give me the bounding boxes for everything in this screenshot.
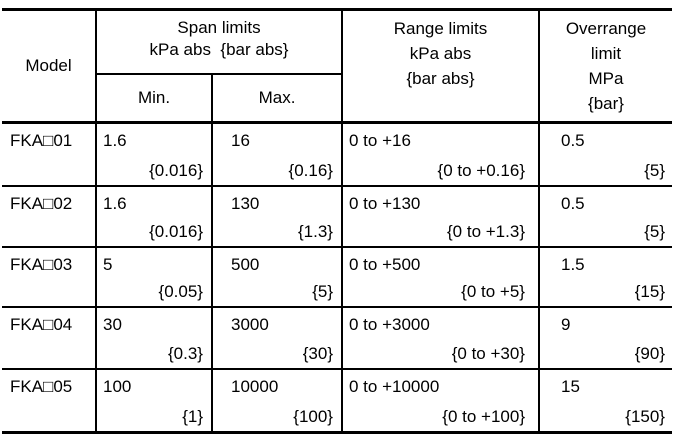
table-row-3-range-cell: 0 to +500 {0 to +5}	[343, 248, 540, 308]
overrange-mpa: 15	[561, 377, 580, 396]
span-min-kpa: 100	[103, 377, 132, 396]
table-row-4-model-cell: FKA□04	[2, 308, 97, 370]
range-kpa: 0 to +3000	[349, 315, 430, 334]
table-row-3-model-cell: FKA□03	[2, 248, 97, 308]
header-overrange-line4: {bar}	[588, 94, 624, 113]
span-max-kpa: 10000	[231, 377, 279, 396]
span-min-kpa: 30	[103, 315, 122, 334]
header-range-limits: Range limits kPa abs {bar abs}	[343, 11, 540, 124]
span-max-bar: {0.16}	[288, 161, 333, 180]
table-row-2-range-cell: 0 to +130 {0 to +1.3}	[343, 187, 540, 248]
range-kpa: 0 to +500	[349, 255, 421, 274]
table-row-2-model-cell: FKA□02	[2, 187, 97, 248]
table-row-4-overrange-cell: 9 {90}	[540, 308, 672, 370]
table-row-1-range-cell: 0 to +16 {0 to +0.16}	[343, 124, 540, 187]
span-max-kpa: 130	[231, 194, 260, 213]
table-row-3-span-max-cell: 500 {5}	[213, 248, 343, 308]
table-row-4-span-max-cell: 3000 {30}	[213, 308, 343, 370]
table-row-5-span-max-cell: 10000 {100}	[213, 370, 343, 431]
model-value: FKA□04	[10, 315, 73, 334]
table-row-4-span-min-cell: 30 {0.3}	[97, 308, 213, 370]
span-min-kpa: 1.6	[103, 131, 127, 150]
header-max-label: Max.	[258, 88, 296, 107]
span-max-kpa: 16	[231, 131, 250, 150]
overrange-bar: {5}	[644, 222, 665, 241]
model-value: FKA□05	[10, 377, 73, 396]
table-row-2-overrange-cell: 0.5 {5}	[540, 187, 672, 248]
overrange-bar: {15}	[634, 282, 665, 301]
table-row-5-model-cell: FKA□05	[2, 370, 97, 431]
span-max-kpa: 3000	[231, 315, 269, 334]
range-bar: {0 to +30}	[451, 344, 525, 363]
table-row-1-overrange-cell: 0.5 {5}	[540, 124, 672, 187]
table-row-2-span-min-cell: 1.6 {0.016}	[97, 187, 213, 248]
range-bar: {0 to +100}	[442, 407, 525, 426]
table-row-1-span-max-cell: 16 {0.16}	[213, 124, 343, 187]
header-span-max: Max.	[213, 75, 343, 124]
span-max-kpa: 500	[231, 255, 260, 274]
table-row-4-range-cell: 0 to +3000 {0 to +30}	[343, 308, 540, 370]
header-overrange-line1: Overrange	[565, 19, 647, 38]
range-bar: {0 to +1.3}	[447, 222, 525, 241]
span-min-kpa: 5	[103, 255, 113, 274]
table-row-1-span-min-cell: 1.6 {0.016}	[97, 124, 213, 187]
table-row-3-overrange-cell: 1.5 {15}	[540, 248, 672, 308]
range-bar: {0 to +0.16}	[437, 161, 525, 180]
overrange-bar: {90}	[634, 344, 665, 363]
header-model: Model	[2, 11, 97, 124]
overrange-mpa: 0.5	[561, 194, 585, 213]
span-min-bar: {0.016}	[149, 222, 203, 241]
overrange-bar: {5}	[644, 161, 665, 180]
span-min-bar: {0.016}	[149, 161, 203, 180]
header-min-label: Min.	[137, 88, 171, 107]
header-overrange-line3: MPa	[588, 69, 624, 88]
span-min-bar: {0.3}	[168, 344, 203, 363]
header-model-label: Model	[25, 56, 72, 75]
range-kpa: 0 to +16	[349, 131, 411, 150]
header-overrange-line2: limit	[590, 44, 622, 63]
span-max-bar: {1.3}	[298, 222, 333, 241]
spec-table: Model Span limits kPa abs {bar abs} Min.…	[2, 8, 672, 434]
range-bar: {0 to +5}	[461, 282, 525, 301]
table-row-5-range-cell: 0 to +10000 {0 to +100}	[343, 370, 540, 431]
range-kpa: 0 to +130	[349, 194, 421, 213]
span-min-kpa: 1.6	[103, 194, 127, 213]
table-row-5-span-min-cell: 100 {1}	[97, 370, 213, 431]
header-range-line3: {bar abs}	[406, 69, 475, 88]
span-min-bar: {1}	[182, 407, 203, 426]
model-value: FKA□03	[10, 255, 73, 274]
header-span-units: kPa abs {bar abs}	[149, 40, 289, 59]
header-span-limits: Span limits kPa abs {bar abs}	[97, 11, 343, 75]
span-max-bar: {5}	[312, 282, 333, 301]
model-value: FKA□01	[10, 131, 73, 150]
header-range-line2: kPa abs	[409, 44, 472, 63]
span-max-bar: {30}	[302, 344, 333, 363]
range-kpa: 0 to +10000	[349, 377, 440, 396]
table-row-5-overrange-cell: 15 {150}	[540, 370, 672, 431]
table-row-3-span-min-cell: 5 {0.05}	[97, 248, 213, 308]
table-row-2-span-max-cell: 130 {1.3}	[213, 187, 343, 248]
overrange-mpa: 9	[561, 315, 571, 334]
table-row-1-model-cell: FKA□01	[2, 124, 97, 187]
header-overrange-limit: Overrange limit MPa {bar}	[540, 11, 672, 124]
overrange-mpa: 1.5	[561, 255, 585, 274]
overrange-bar: {150}	[625, 407, 665, 426]
overrange-mpa: 0.5	[561, 131, 585, 150]
header-span-title: Span limits	[177, 18, 261, 37]
header-span-min: Min.	[97, 75, 213, 124]
model-value: FKA□02	[10, 194, 73, 213]
span-max-bar: {100}	[293, 407, 333, 426]
span-min-bar: {0.05}	[158, 282, 203, 301]
header-range-line1: Range limits	[393, 19, 488, 38]
